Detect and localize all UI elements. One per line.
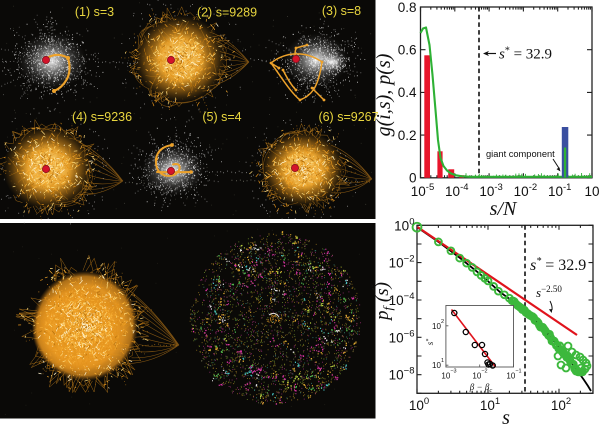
- svg-text:s* = 32.9: s* = 32.9: [499, 46, 552, 63]
- svg-text:s*: s*: [425, 339, 435, 346]
- svg-text:(2) s=9289: (2) s=9289: [197, 6, 257, 20]
- svg-text:s* = 32.9: s* = 32.9: [530, 256, 586, 274]
- svg-text:0.8: 0.8: [398, 0, 417, 15]
- svg-text:g(i,s), p(s): g(i,s), p(s): [373, 53, 395, 136]
- svg-text:giant component: giant component: [486, 149, 555, 159]
- svg-text:(1) s=3: (1) s=3: [75, 5, 114, 19]
- svg-text:(4) s=9236: (4) s=9236: [72, 110, 132, 124]
- svg-text:101: 101: [432, 358, 444, 370]
- svg-text:0: 0: [409, 171, 417, 186]
- svg-text:pf (s): pf (s): [372, 282, 395, 322]
- svg-text:s/N: s/N: [490, 198, 518, 220]
- svg-text:(3) s=8: (3) s=8: [322, 4, 361, 18]
- svg-text:10: 10: [584, 184, 599, 199]
- svg-text:0.2: 0.2: [398, 128, 417, 143]
- svg-text:β − βc: β − βc: [469, 382, 493, 394]
- svg-text:(6) s=9267: (6) s=9267: [318, 110, 378, 124]
- svg-text:(5) s=4: (5) s=4: [202, 110, 241, 124]
- svg-text:0.6: 0.6: [398, 43, 417, 58]
- svg-text:s: s: [502, 407, 510, 429]
- svg-text:102: 102: [432, 319, 444, 331]
- svg-text:0.4: 0.4: [398, 85, 417, 100]
